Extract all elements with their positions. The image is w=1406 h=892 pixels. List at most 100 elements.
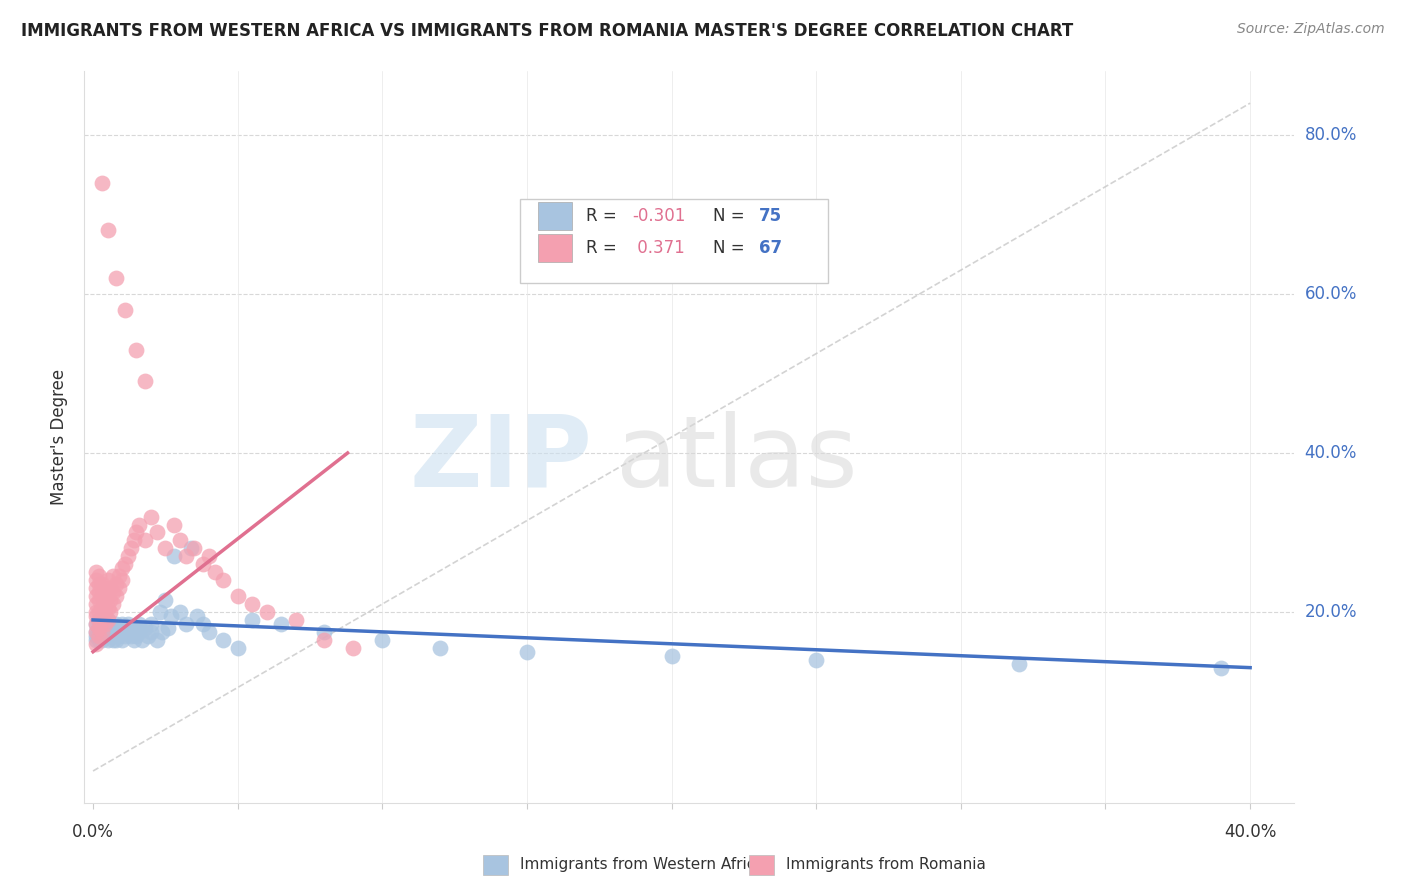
FancyBboxPatch shape bbox=[520, 200, 828, 284]
Point bbox=[157, 621, 180, 635]
Point bbox=[114, 621, 136, 635]
Point bbox=[93, 605, 115, 619]
Point bbox=[93, 616, 115, 631]
Point bbox=[114, 558, 136, 572]
Point bbox=[128, 517, 150, 532]
Point bbox=[105, 624, 128, 639]
Point bbox=[96, 589, 118, 603]
Text: 20.0%: 20.0% bbox=[1305, 603, 1357, 621]
Point bbox=[90, 632, 112, 647]
Point bbox=[84, 566, 107, 580]
Point bbox=[103, 585, 125, 599]
Point bbox=[212, 573, 235, 587]
Point bbox=[163, 549, 186, 564]
Point bbox=[145, 632, 167, 647]
Text: R =: R = bbox=[586, 239, 623, 258]
Point bbox=[155, 593, 177, 607]
Point bbox=[96, 223, 118, 237]
Point bbox=[103, 621, 125, 635]
Point bbox=[100, 581, 122, 595]
Point bbox=[204, 566, 226, 580]
Point bbox=[197, 549, 219, 564]
Point bbox=[114, 302, 136, 317]
Point bbox=[240, 613, 263, 627]
Point bbox=[90, 621, 112, 635]
Point bbox=[100, 624, 122, 639]
Point bbox=[191, 616, 214, 631]
Point bbox=[84, 581, 107, 595]
Point bbox=[160, 609, 183, 624]
Point bbox=[84, 597, 107, 611]
Point bbox=[100, 605, 122, 619]
Point bbox=[87, 632, 110, 647]
Text: -0.301: -0.301 bbox=[633, 207, 686, 225]
Text: 80.0%: 80.0% bbox=[1305, 126, 1357, 144]
Point bbox=[169, 533, 191, 548]
Point bbox=[87, 569, 110, 583]
Point bbox=[125, 343, 148, 357]
Text: 60.0%: 60.0% bbox=[1305, 285, 1357, 303]
Point bbox=[284, 613, 307, 627]
Point bbox=[122, 533, 145, 548]
Point bbox=[84, 624, 107, 639]
Point bbox=[139, 624, 162, 639]
Point bbox=[87, 621, 110, 635]
Point bbox=[1008, 657, 1031, 671]
Point bbox=[1211, 660, 1233, 674]
FancyBboxPatch shape bbox=[538, 235, 572, 262]
Point bbox=[226, 640, 249, 655]
Point bbox=[169, 605, 191, 619]
Text: IMMIGRANTS FROM WESTERN AFRICA VS IMMIGRANTS FROM ROMANIA MASTER'S DEGREE CORREL: IMMIGRANTS FROM WESTERN AFRICA VS IMMIGR… bbox=[21, 22, 1073, 40]
Point bbox=[84, 589, 107, 603]
Point bbox=[90, 601, 112, 615]
Point bbox=[191, 558, 214, 572]
Point bbox=[108, 569, 131, 583]
Point bbox=[87, 624, 110, 639]
Point bbox=[806, 653, 828, 667]
Point bbox=[96, 613, 118, 627]
Point bbox=[108, 621, 131, 635]
Point bbox=[84, 624, 107, 639]
Point bbox=[90, 629, 112, 643]
FancyBboxPatch shape bbox=[538, 202, 572, 230]
Point bbox=[174, 549, 197, 564]
Point bbox=[103, 569, 125, 583]
Point bbox=[314, 624, 336, 639]
Point bbox=[96, 601, 118, 615]
Point bbox=[96, 613, 118, 627]
Point bbox=[84, 616, 107, 631]
Point bbox=[128, 616, 150, 631]
Point bbox=[84, 637, 107, 651]
Point bbox=[96, 632, 118, 647]
FancyBboxPatch shape bbox=[749, 855, 773, 875]
Point bbox=[152, 624, 174, 639]
Point bbox=[84, 629, 107, 643]
Point bbox=[84, 573, 107, 587]
Point bbox=[111, 573, 134, 587]
Point bbox=[84, 605, 107, 619]
Point bbox=[90, 624, 112, 639]
Point bbox=[84, 632, 107, 647]
Point bbox=[256, 605, 278, 619]
Text: 0.0%: 0.0% bbox=[72, 822, 114, 840]
Point bbox=[93, 581, 115, 595]
Point bbox=[93, 593, 115, 607]
Point bbox=[117, 624, 139, 639]
Point bbox=[155, 541, 177, 556]
Point bbox=[122, 624, 145, 639]
Point bbox=[270, 616, 292, 631]
Point bbox=[111, 632, 134, 647]
Point bbox=[103, 597, 125, 611]
Point bbox=[90, 176, 112, 190]
Point bbox=[183, 541, 205, 556]
Point bbox=[87, 577, 110, 591]
Point bbox=[108, 581, 131, 595]
Point bbox=[174, 616, 197, 631]
Point bbox=[134, 621, 156, 635]
Text: atlas: atlas bbox=[616, 410, 858, 508]
Point bbox=[96, 573, 118, 587]
Point bbox=[145, 525, 167, 540]
Point bbox=[114, 629, 136, 643]
Point bbox=[105, 577, 128, 591]
Point bbox=[103, 629, 125, 643]
